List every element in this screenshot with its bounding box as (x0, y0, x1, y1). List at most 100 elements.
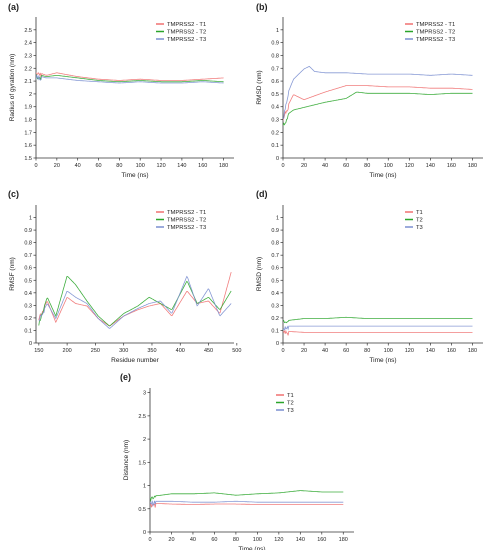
y-tick-label: 0 (276, 341, 279, 347)
chart-panel-3: (d) 0 20 40 60 80 100 120 140 160 180 0 0.1 0.2 0.3 0.4… (256, 189, 483, 364)
y-tick-label: 0.9 (24, 228, 32, 234)
x-tick-label: 0 (148, 537, 151, 543)
y-tick-label: 0.5 (24, 278, 32, 284)
x-tick-label: 120 (156, 163, 165, 169)
y-tick-label: 0.5 (138, 507, 146, 513)
y-axis-title: RMSD (nm) (256, 70, 263, 104)
y-tick-label: 0.8 (24, 241, 32, 247)
y-tick-label: 1 (29, 216, 32, 222)
y-tick-label: 0 (276, 156, 279, 162)
y-tick-label: 0.8 (271, 241, 279, 247)
panel-label: (e) (120, 372, 131, 382)
y-tick-label: 1.7 (24, 130, 32, 136)
y-tick-label: 0.7 (271, 253, 279, 259)
x-tick-label: 160 (447, 163, 456, 169)
y-tick-label: 2 (143, 437, 146, 443)
x-tick-label: 350 (147, 348, 156, 354)
y-tick-label: 0.2 (24, 316, 32, 322)
x-tick-label: 160 (447, 348, 456, 354)
x-tick-label: 20 (301, 163, 307, 169)
legend-label-0: TMPRSS2 - T1 (416, 22, 455, 28)
series-line-0 (38, 271, 232, 327)
legend-label-1: T2 (416, 218, 423, 224)
panel-label: (b) (256, 2, 268, 12)
series-line-2 (150, 500, 344, 508)
y-tick-label: 0.9 (271, 41, 279, 47)
x-tick-label: 160 (198, 163, 207, 169)
x-tick-label: 100 (384, 348, 393, 354)
series-line-1 (150, 490, 344, 503)
y-tick-label: 0.1 (271, 143, 279, 149)
x-tick-label: 150 (34, 348, 43, 354)
x-axis-title: Time (ns) (121, 172, 148, 179)
y-tick-label: 2 (29, 92, 32, 98)
y-tick-label: 1.5 (138, 460, 146, 466)
legend-label-0: TMPRSS2 - T1 (167, 210, 206, 216)
panel-label: (d) (256, 189, 268, 199)
series-line-2 (283, 325, 473, 331)
legend-label-0: T1 (416, 210, 423, 216)
y-tick-label: 0.6 (24, 266, 32, 272)
chart-panel-4: (e) 0 20 40 60 80 100 120 140 160 180 0 0.5 1 1.5 2 2.5 3… (120, 372, 354, 550)
legend-label-1: TMPRSS2 - T2 (167, 218, 206, 224)
x-tick-label: 60 (211, 537, 217, 543)
y-tick-label: 2.3 (24, 53, 32, 59)
panel-label: (c) (8, 189, 19, 199)
y-tick-label: 1.8 (24, 118, 32, 124)
legend-label-2: TMPRSS2 - T3 (167, 37, 206, 43)
legend-label-0: TMPRSS2 - T1 (167, 22, 206, 28)
y-tick-label: 1 (276, 216, 279, 222)
x-tick-label: 140 (426, 348, 435, 354)
y-tick-label: 2.5 (138, 414, 146, 420)
y-tick-label: 1.6 (24, 143, 32, 149)
y-axis-title: RMSD (nm) (256, 257, 263, 291)
y-tick-label: 0.5 (271, 278, 279, 284)
x-tick-label: 80 (364, 163, 370, 169)
series-line-2 (36, 73, 224, 84)
x-tick-label: 160 (317, 537, 326, 543)
x-tick-label: 180 (468, 348, 477, 354)
series-line-0 (150, 502, 344, 508)
x-tick-label: 120 (274, 537, 283, 543)
x-tick-label: 180 (339, 537, 348, 543)
x-tick-label: 60 (95, 163, 101, 169)
x-tick-label: 500 (232, 348, 241, 354)
legend-label-0: T1 (287, 393, 294, 399)
x-tick-label: 80 (233, 537, 239, 543)
chart-panel-0: (a) 0 20 40 60 80 100 120 140 160 180 1.5 1.6 1.7 1.8 1… (8, 2, 234, 179)
y-tick-label: 0.6 (271, 266, 279, 272)
legend-label-2: T3 (416, 225, 423, 231)
y-tick-label: 0 (29, 341, 32, 347)
series-line-2 (283, 65, 473, 119)
legend-label-2: TMPRSS2 - T3 (167, 225, 206, 231)
x-tick-label: 180 (468, 163, 477, 169)
y-axis-title: Distance (nm) (123, 440, 130, 480)
x-axis-title: Residue number (111, 357, 160, 364)
x-tick-label: 20 (54, 163, 60, 169)
series-line-1 (36, 74, 224, 83)
legend-label-1: T2 (287, 401, 294, 407)
x-tick-label: 140 (177, 163, 186, 169)
y-tick-label: 1.9 (24, 105, 32, 111)
y-axis-title: RMSF (nm) (9, 257, 16, 291)
y-tick-label: 0.1 (24, 328, 32, 334)
x-tick-label: 0 (281, 348, 284, 354)
x-tick-label: 100 (384, 163, 393, 169)
x-axis-title: Time (ns) (369, 172, 396, 179)
y-tick-label: 0.8 (271, 53, 279, 59)
series-line-1 (38, 276, 232, 327)
x-tick-label: 40 (75, 163, 81, 169)
legend-label-2: TMPRSS2 - T3 (416, 37, 455, 43)
legend-label-1: TMPRSS2 - T2 (416, 30, 455, 36)
legend-label-1: TMPRSS2 - T2 (167, 30, 206, 36)
x-tick-label: 100 (136, 163, 145, 169)
x-tick-label: 0 (34, 163, 37, 169)
x-tick-label: 250 (91, 348, 100, 354)
y-tick-label: 0.4 (271, 291, 279, 297)
x-tick-label: 60 (343, 348, 349, 354)
y-tick-label: 2.4 (24, 41, 32, 47)
series-line-1 (283, 91, 473, 126)
y-tick-label: 0.4 (271, 105, 279, 111)
y-tick-label: 1.5 (24, 156, 32, 162)
